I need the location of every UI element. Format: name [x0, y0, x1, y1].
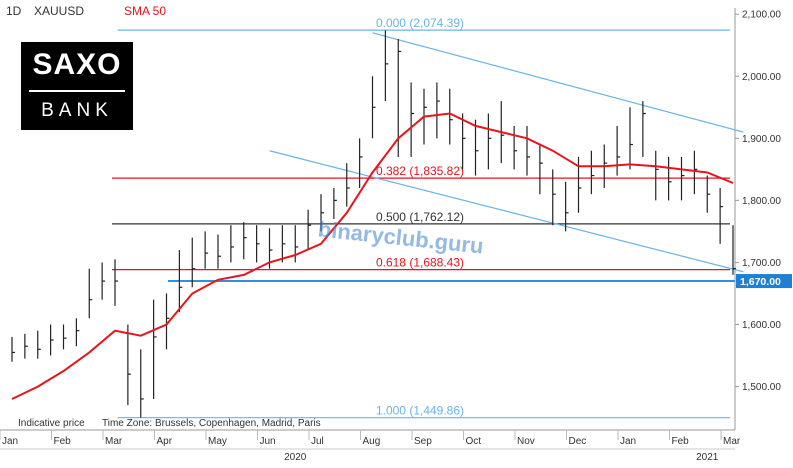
timezone-note: Time Zone: Brussels, Copenhagen, Madrid,… [102, 418, 321, 429]
x-tick-label: Feb [672, 436, 690, 447]
y-tick-label: 1,900.00 [742, 134, 781, 145]
fib-level-label: 0.382 (1,835.82) [376, 164, 464, 178]
x-tick-label: Aug [363, 436, 381, 447]
symbol-label: XAUUSD [34, 4, 85, 18]
x-tick-label: Mar [105, 436, 123, 447]
x-tick-label: Sep [414, 436, 432, 447]
y-tick-label: 1,700.00 [742, 258, 781, 269]
x-tick-label: May [208, 436, 227, 447]
support-price-label: 1,670.00 [740, 276, 781, 288]
indicative-price-note: Indicative price [18, 418, 85, 429]
fib-level-label: 0.000 (2,074.39) [376, 16, 464, 30]
year-label: 2021 [696, 452, 719, 463]
x-tick-label: Jul [311, 436, 324, 447]
fib-level-label: 1.000 (1,449.86) [376, 404, 464, 418]
y-tick-label: 2,000.00 [742, 72, 781, 83]
fib-level-label: 0.500 (1,762.12) [376, 210, 464, 224]
y-tick-label: 1,500.00 [742, 382, 781, 393]
x-tick-label: Nov [517, 436, 535, 447]
y-tick-label: 2,100.00 [742, 10, 781, 21]
x-tick-label: Feb [54, 436, 72, 447]
year-label: 2020 [284, 452, 307, 463]
interval-label: 1D [6, 4, 22, 18]
channel-line [372, 32, 744, 133]
y-tick-label: 1,800.00 [742, 196, 781, 207]
indicator-label: SMA 50 [124, 4, 167, 18]
x-tick-label: Jan [2, 436, 18, 447]
logo-line-1: SAXO [32, 48, 122, 81]
sma-line [11, 112, 734, 400]
x-tick-label: Apr [157, 436, 173, 447]
x-tick-label: Dec [569, 436, 587, 447]
logo-line-2: BANK [41, 100, 113, 121]
support-price-tag [736, 274, 792, 289]
y-tick-label: 1,600.00 [742, 320, 781, 331]
x-tick-label: Oct [466, 436, 482, 447]
channel-line [269, 150, 744, 273]
x-tick-label: Jun [260, 436, 276, 447]
x-tick-label: Mar [723, 436, 741, 447]
saxo-bank-logo: SAXO BANK [21, 42, 133, 130]
logo-divider [29, 90, 125, 92]
fib-level-label: 0.618 (1,688.43) [376, 256, 464, 270]
x-tick-label: Jan [620, 436, 636, 447]
